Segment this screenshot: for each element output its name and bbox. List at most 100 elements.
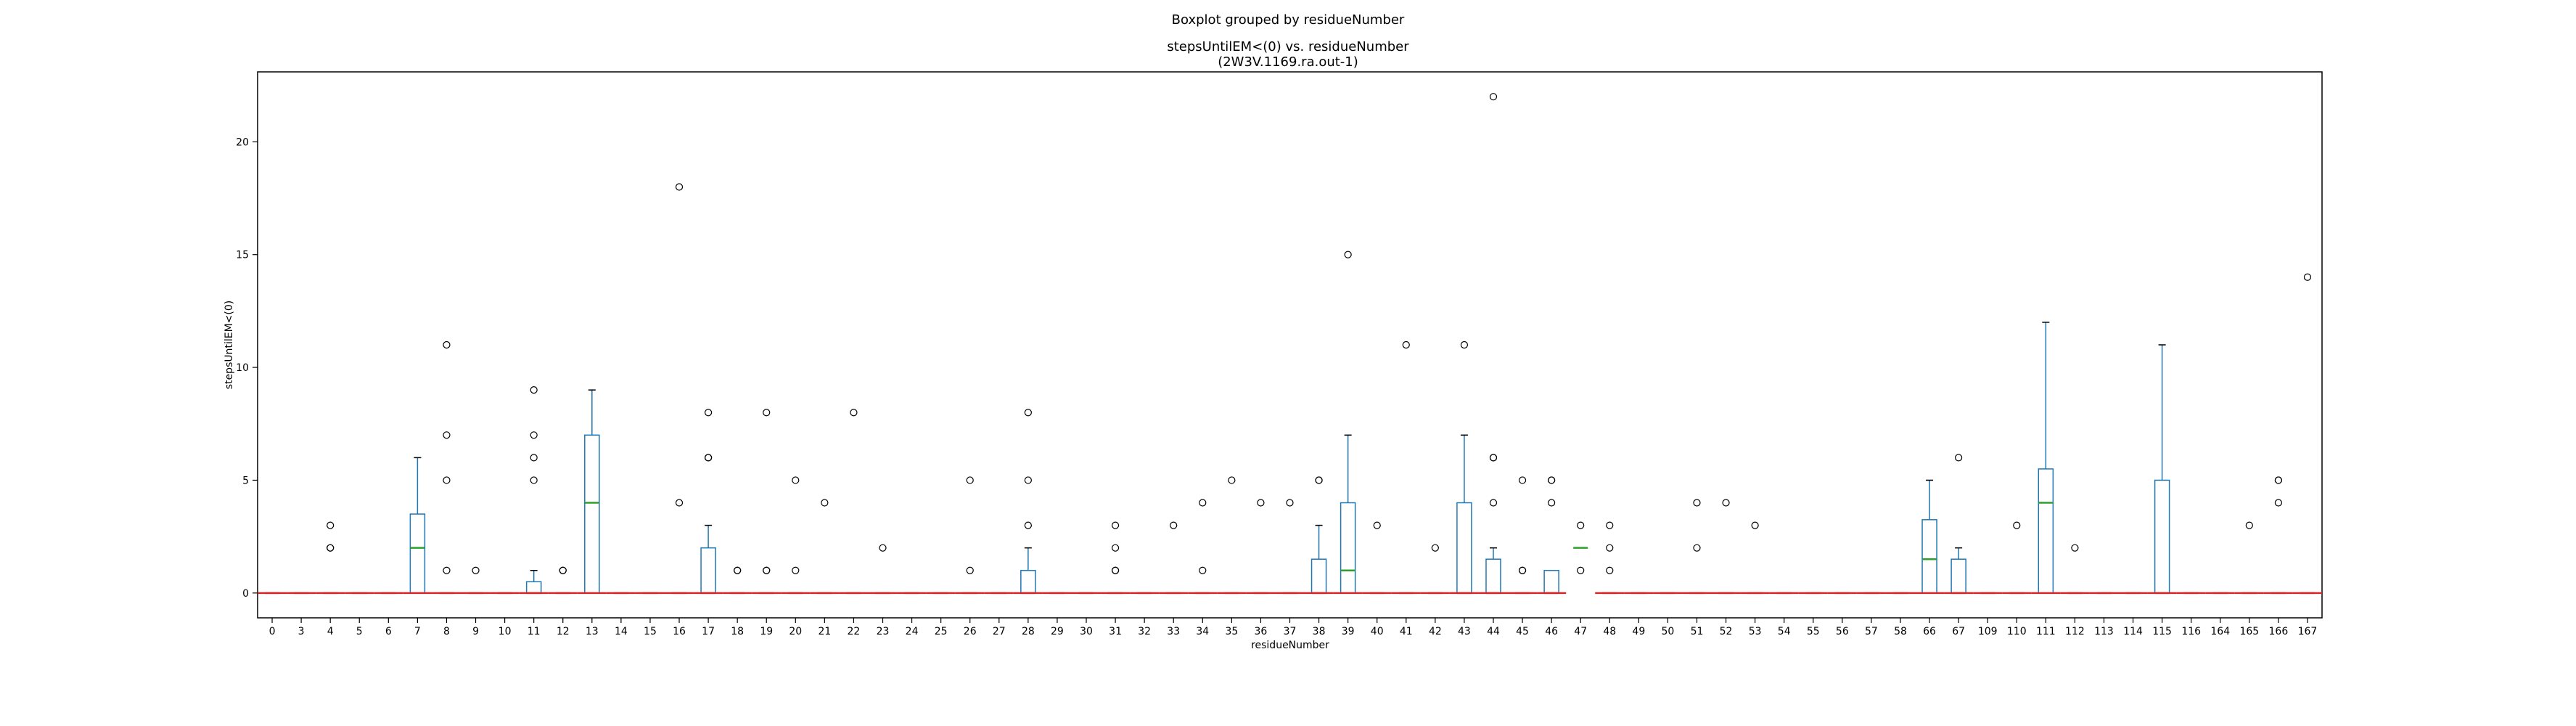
x-tick-label: 26 xyxy=(964,626,977,637)
x-tick-label: 51 xyxy=(1691,626,1704,637)
chart-title-line1: stepsUntilEM<(0) vs. residueNumber xyxy=(1167,39,1409,54)
outlier-point xyxy=(2245,521,2253,529)
outlier-point xyxy=(2071,544,2079,552)
x-tick-label: 34 xyxy=(1196,626,1209,637)
x-tick-label: 67 xyxy=(1952,626,1965,637)
x-axis: 0 3 4 5 6 7 8 9 10 11 12 13 14 15 16 17 18 19 20 21 22 23 24 25… xyxy=(269,618,2317,637)
x-tick-label: 38 xyxy=(1313,626,1326,637)
x-tick-label: 52 xyxy=(1720,626,1733,637)
outlier-point xyxy=(443,431,451,439)
x-axis-label: residueNumber xyxy=(1251,640,1329,651)
outlier-point xyxy=(1693,544,1701,552)
outlier-point xyxy=(1606,544,1614,552)
x-tick-label: 53 xyxy=(1749,626,1762,637)
outlier-point xyxy=(1228,476,1236,484)
x-tick-label: 164 xyxy=(2210,626,2230,637)
outlier-point xyxy=(1024,476,1032,484)
outlier-point xyxy=(1693,499,1701,507)
chart-title-line2: (2W3V.1169.ra.out-1) xyxy=(1218,54,1358,70)
outlier-point xyxy=(1373,521,1381,529)
outlier-point xyxy=(704,409,713,417)
x-tick-label: 15 xyxy=(644,626,657,637)
outlier-point xyxy=(1199,499,1207,507)
outlier-point xyxy=(1489,454,1498,462)
box-66 xyxy=(1915,479,1945,595)
outlier-series xyxy=(327,93,2312,574)
outlier-point xyxy=(1315,476,1323,484)
outlier-point xyxy=(1722,499,1730,507)
x-tick-label: 10 xyxy=(499,626,512,637)
outlier-point xyxy=(1402,340,1410,349)
box-17 xyxy=(694,524,723,595)
x-tick-label: 109 xyxy=(1978,626,1998,637)
outlier-point xyxy=(1111,521,1120,529)
box-44 xyxy=(1478,547,1509,595)
x-tick-label: 32 xyxy=(1138,626,1151,637)
x-tick-label: 165 xyxy=(2239,626,2259,637)
outlier-point xyxy=(443,476,451,484)
box-28 xyxy=(1013,547,1043,595)
chart-suptitle: Boxplot grouped by residueNumber xyxy=(1172,12,1405,28)
outlier-point xyxy=(2274,476,2282,484)
x-tick-label: 29 xyxy=(1051,626,1064,637)
x-tick-label: 23 xyxy=(877,626,890,637)
outlier-point xyxy=(1257,499,1265,507)
outlier-point xyxy=(1170,521,1178,529)
y-tick-label: 20 xyxy=(236,136,249,148)
x-tick-label: 114 xyxy=(2123,626,2143,637)
x-tick-label: 115 xyxy=(2152,626,2172,637)
outlier-point xyxy=(1955,454,1963,462)
x-tick-label: 113 xyxy=(2094,626,2114,637)
x-tick-label: 37 xyxy=(1284,626,1297,637)
x-tick-label: 8 xyxy=(443,626,450,637)
x-tick-label: 35 xyxy=(1225,626,1238,637)
x-tick-label: 40 xyxy=(1371,626,1384,637)
x-tick-label: 6 xyxy=(385,626,392,637)
x-tick-label: 7 xyxy=(414,626,421,637)
box-46 xyxy=(1537,569,1567,595)
x-tick-label: 48 xyxy=(1603,626,1616,637)
box-38 xyxy=(1304,524,1334,595)
x-tick-label: 111 xyxy=(2036,626,2056,637)
x-tick-label: 17 xyxy=(702,626,715,637)
x-tick-label: 11 xyxy=(528,626,541,637)
outlier-point xyxy=(763,566,771,574)
x-tick-label: 12 xyxy=(557,626,570,637)
x-tick-label: 42 xyxy=(1429,626,1442,637)
x-tick-label: 5 xyxy=(356,626,363,637)
outlier-point xyxy=(792,476,800,484)
x-tick-label: 116 xyxy=(2181,626,2201,637)
outlier-point xyxy=(850,409,858,417)
outlier-point xyxy=(879,544,887,552)
outlier-point xyxy=(704,454,713,462)
x-tick-label: 43 xyxy=(1458,626,1471,637)
outlier-point xyxy=(559,566,567,574)
x-tick-label: 30 xyxy=(1080,626,1093,637)
x-tick-label: 14 xyxy=(615,626,628,637)
outlier-point xyxy=(530,476,538,484)
box-11 xyxy=(519,569,549,595)
outlier-point xyxy=(1460,340,1469,349)
x-tick-label: 20 xyxy=(789,626,802,637)
outlier-point xyxy=(1606,521,1614,529)
x-tick-label: 57 xyxy=(1865,626,1878,637)
x-tick-label: 112 xyxy=(2065,626,2085,637)
x-tick-label: 25 xyxy=(935,626,948,637)
outlier-point xyxy=(966,566,974,574)
x-tick-label: 166 xyxy=(2269,626,2289,637)
x-tick-label: 33 xyxy=(1167,626,1180,637)
outlier-point xyxy=(2013,521,2021,529)
outlier-point xyxy=(2274,499,2282,507)
outlier-point xyxy=(443,340,451,349)
outlier-point xyxy=(734,566,742,574)
y-tick-label: 15 xyxy=(236,250,249,261)
outlier-point xyxy=(1286,499,1294,507)
outlier-point xyxy=(530,454,538,462)
x-tick-label: 54 xyxy=(1778,626,1791,637)
outlier-point xyxy=(472,566,480,574)
outlier-point xyxy=(530,431,538,439)
y-tick-label: 10 xyxy=(236,362,249,374)
outlier-point xyxy=(792,566,800,574)
